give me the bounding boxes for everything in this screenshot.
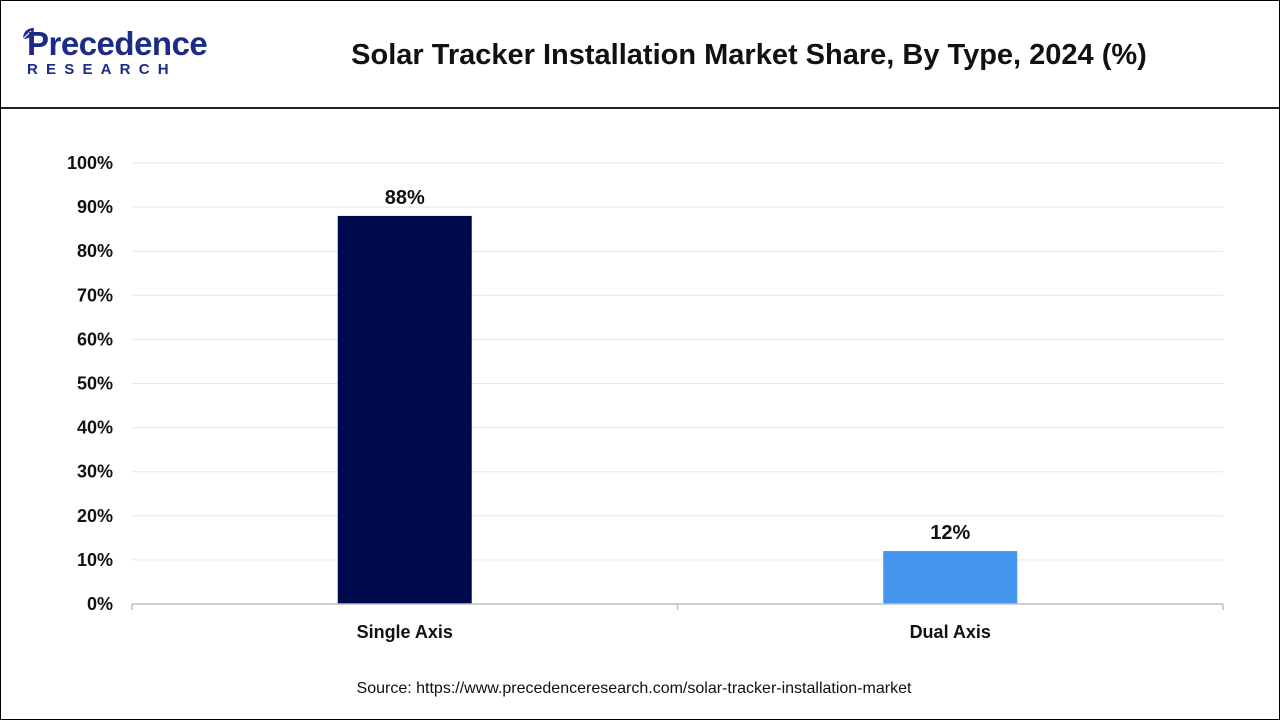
source-note: Source: https://www.precedenceresearch.c…	[356, 680, 912, 697]
gridlines	[132, 162, 1223, 561]
bar-single-axis	[337, 215, 472, 605]
y-tick-label: 40%	[77, 418, 113, 438]
data-label: 12%	[930, 522, 970, 544]
y-axis-ticks: 0% 10% 20% 30% 40% 50% 60% 70% 80% 90% 100%	[67, 153, 113, 614]
logo-wordmark: Precedence	[27, 25, 208, 62]
logo: Precedence RESEARCH	[21, 25, 221, 85]
y-tick-label: 0%	[87, 594, 113, 614]
y-tick-label: 50%	[77, 374, 113, 394]
leaf-icon	[22, 28, 34, 40]
logo-subtitle: RESEARCH	[27, 61, 177, 78]
y-tick-label: 80%	[77, 241, 113, 261]
y-tick-label: 70%	[77, 285, 113, 305]
y-tick-label: 100%	[67, 153, 113, 173]
y-tick-label: 90%	[77, 197, 113, 217]
x-axis	[131, 603, 1224, 610]
y-tick-label: 60%	[77, 329, 113, 349]
x-category-label: Dual Axis	[910, 622, 991, 642]
y-tick-label: 30%	[77, 462, 113, 482]
y-tick-label: 10%	[77, 550, 113, 570]
x-category-label: Single Axis	[357, 622, 453, 642]
header: Precedence RESEARCH Solar Tracker Instal…	[1, 1, 1279, 109]
chart-title: Solar Tracker Installation Market Share,…	[351, 39, 1147, 71]
bars	[337, 215, 1018, 605]
bar-dual-axis	[883, 551, 1018, 604]
labels: 88% Single Axis 12% Dual Axis	[357, 187, 991, 642]
y-tick-label: 20%	[77, 506, 113, 526]
data-label: 88%	[385, 187, 425, 209]
bar-chart: 0% 10% 20% 30% 40% 50% 60% 70% 80% 90% 100% 88% Sin…	[67, 153, 1224, 642]
